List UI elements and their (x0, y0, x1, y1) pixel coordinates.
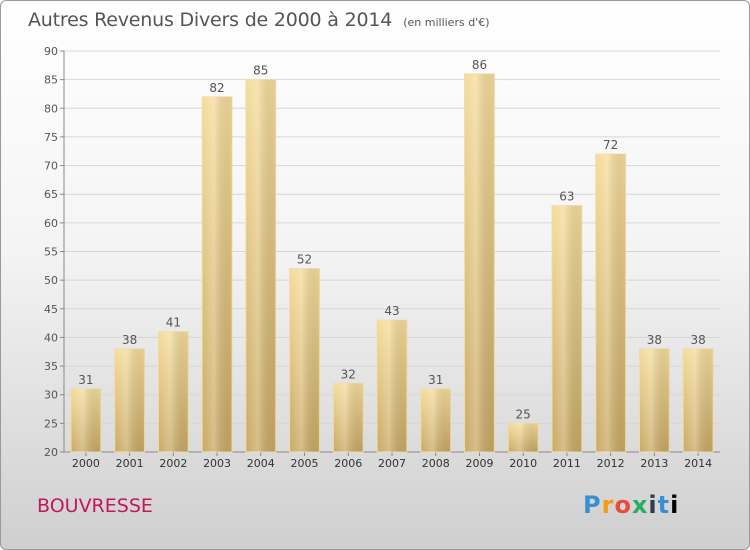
x-tick-label-2001: 2001 (116, 457, 144, 470)
data-label-2006: 32 (341, 367, 356, 381)
bar-sheen-2006 (333, 383, 364, 452)
x-tick-label-2003: 2003 (203, 457, 231, 470)
logo-letter: r (601, 491, 615, 519)
commune-name: BOUVRESSE (37, 495, 153, 517)
bar-sheen-2011 (552, 205, 582, 452)
data-label-2014: 38 (690, 333, 705, 347)
x-tick-label-2014: 2014 (684, 457, 712, 470)
logo-letter: o (614, 491, 632, 519)
y-tick-label: 75 (44, 131, 58, 144)
x-tick-label-2007: 2007 (378, 457, 406, 470)
y-tick-label: 35 (44, 360, 58, 373)
logo-letter: i (670, 491, 680, 519)
data-label-2008: 31 (428, 373, 443, 387)
y-tick-label: 40 (44, 331, 58, 344)
labels: 20 25 30 35 40 45 50 55 60 65 70 75 80 85 90 31 2000 38 20… (44, 45, 712, 470)
chart-title: Autres Revenus Divers de 2000 à 2014 (28, 9, 393, 31)
data-label-2003: 82 (209, 81, 224, 95)
x-tick-label-2013: 2013 (640, 457, 668, 470)
bar-sheen-2003 (202, 96, 232, 452)
data-label-2012: 72 (603, 138, 618, 152)
y-tick-label: 30 (44, 389, 58, 402)
data-label-2000: 31 (78, 373, 93, 387)
y-tick-label: 60 (44, 217, 58, 230)
bar-sheen-2000 (70, 388, 101, 452)
data-label-2007: 43 (384, 304, 399, 318)
data-label-2004: 85 (253, 64, 268, 78)
bar-sheen-2013 (639, 348, 670, 452)
bar-sheen-2002 (158, 331, 189, 452)
y-tick-label: 25 (44, 417, 58, 430)
bar-sheen-2009 (464, 73, 495, 453)
logo-letter: i (648, 491, 658, 519)
y-tick-label: 55 (44, 246, 58, 259)
bar-sheen-2010 (508, 423, 539, 452)
data-label-2001: 38 (122, 333, 137, 347)
bar-sheen-2008 (420, 388, 451, 452)
x-tick-label-2000: 2000 (72, 457, 100, 470)
chart-unit: (en milliers d'€) (403, 16, 490, 29)
x-tick-label-2009: 2009 (465, 457, 493, 470)
y-tick-label: 70 (44, 160, 58, 173)
bar-sheen-2007 (377, 320, 407, 452)
data-label-2002: 41 (166, 316, 181, 330)
x-tick-label-2012: 2012 (597, 457, 625, 470)
logo-letter: t (657, 491, 671, 519)
bar-sheen-2014 (683, 348, 714, 452)
y-tick-label: 85 (44, 74, 58, 87)
y-tick-label: 20 (44, 446, 58, 459)
bars (70, 73, 714, 453)
data-label-2009: 86 (472, 58, 487, 72)
bar-sheen-2005 (289, 268, 320, 452)
y-tick-label: 45 (44, 303, 58, 316)
data-label-2005: 52 (297, 253, 312, 267)
y-tick-label: 50 (44, 274, 58, 287)
x-tick-label-2011: 2011 (553, 457, 581, 470)
y-tick-label: 80 (44, 102, 58, 115)
chart-title-block: Autres Revenus Divers de 2000 à 2014 (en… (28, 9, 490, 31)
logo-letter: x (631, 491, 649, 519)
y-tick-label: 90 (44, 45, 58, 58)
y-tick-label: 65 (44, 188, 58, 201)
logo-letter: P (583, 491, 602, 519)
data-label-2011: 63 (559, 190, 574, 204)
bar-sheen-2012 (595, 154, 626, 452)
bar-sheen-2004 (245, 79, 276, 453)
x-tick-label-2006: 2006 (334, 457, 362, 470)
x-tick-label-2004: 2004 (247, 457, 275, 470)
data-label-2010: 25 (516, 407, 531, 421)
x-tick-label-2008: 2008 (422, 457, 450, 470)
x-tick-label-2010: 2010 (509, 457, 537, 470)
data-label-2013: 38 (647, 333, 662, 347)
proxiti-logo: Proxiti (583, 491, 679, 519)
bar-sheen-2001 (114, 348, 145, 452)
x-tick-label-2002: 2002 (159, 457, 187, 470)
x-tick-label-2005: 2005 (291, 457, 319, 470)
